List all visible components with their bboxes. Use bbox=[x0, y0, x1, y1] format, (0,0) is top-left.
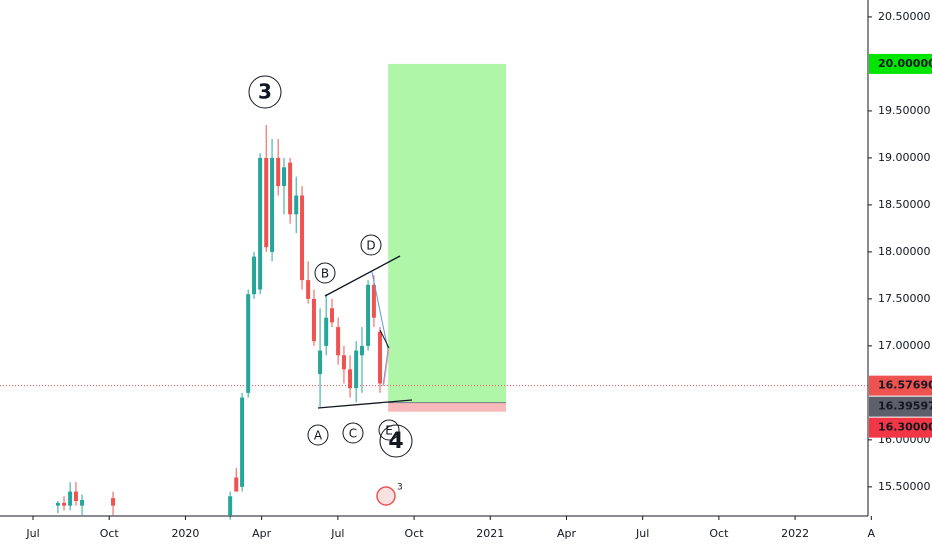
candle-body bbox=[80, 500, 85, 506]
drawing-line bbox=[324, 255, 401, 297]
x-tick-label: Jul bbox=[25, 527, 39, 540]
candle-body bbox=[341, 355, 346, 370]
candle-body bbox=[55, 502, 60, 506]
x-tick-label: 2022 bbox=[781, 527, 809, 540]
candle-body bbox=[276, 157, 281, 187]
loss-zone bbox=[388, 402, 507, 412]
candle-body bbox=[111, 498, 116, 506]
candle-body bbox=[288, 162, 293, 215]
candle-body bbox=[366, 284, 371, 346]
candle-body bbox=[306, 280, 311, 299]
candle-body bbox=[354, 350, 359, 389]
price-label: 16.57690 bbox=[878, 379, 932, 392]
candle-body bbox=[73, 491, 78, 501]
annotation-label: A bbox=[314, 429, 323, 443]
candle-body bbox=[330, 308, 335, 323]
candle-body bbox=[294, 195, 299, 215]
y-tick-label: 20.50000 bbox=[878, 10, 931, 23]
drawing-line bbox=[383, 347, 390, 385]
annotation-label: C bbox=[349, 427, 357, 441]
annotation-circle bbox=[378, 419, 400, 441]
candle-body bbox=[300, 195, 305, 281]
candle-body bbox=[252, 256, 257, 295]
annotation-label: B bbox=[321, 267, 329, 281]
drawing-line bbox=[379, 329, 390, 349]
candle-body bbox=[270, 157, 275, 252]
y-tick-label: 19.50000 bbox=[878, 104, 931, 117]
annotation-circle bbox=[314, 262, 336, 284]
y-tick-label: 17.00000 bbox=[878, 339, 931, 352]
annotation-label: 4 bbox=[388, 429, 403, 454]
annotation-circle bbox=[379, 424, 413, 458]
event-badge bbox=[376, 486, 396, 506]
y-tick-label: 17.50000 bbox=[878, 292, 931, 305]
price-label-box bbox=[869, 375, 932, 396]
candle-body bbox=[371, 284, 376, 318]
y-tick-label: 19.00000 bbox=[878, 151, 931, 164]
x-tick-label: 2020 bbox=[171, 527, 199, 540]
annotation-label: 3 bbox=[258, 80, 272, 104]
candle-body bbox=[246, 294, 251, 393]
price-label: 20.00000 bbox=[878, 57, 932, 70]
x-tick-label: Apr bbox=[252, 527, 272, 540]
profit-zone bbox=[388, 63, 507, 403]
price-label-box bbox=[869, 417, 932, 438]
candle-body bbox=[348, 369, 353, 389]
candle-body bbox=[324, 317, 329, 346]
candle-body bbox=[281, 167, 286, 187]
x-tick-label: Oct bbox=[709, 527, 729, 540]
drawing-line bbox=[371, 271, 389, 351]
x-tick-label: Jul bbox=[330, 527, 344, 540]
annotation-label: E bbox=[385, 424, 393, 438]
candle-body bbox=[311, 298, 316, 342]
drawing-line bbox=[382, 349, 389, 387]
drawing-line bbox=[317, 399, 413, 409]
x-tick-label: Oct bbox=[405, 527, 425, 540]
x-tick-label: Apr bbox=[557, 527, 577, 540]
price-label: 16.39597 bbox=[878, 400, 932, 413]
candle-body bbox=[378, 331, 383, 384]
annotation-circle bbox=[360, 234, 382, 256]
candle-body bbox=[258, 157, 263, 290]
price-label-box bbox=[869, 53, 932, 74]
candle-body bbox=[234, 477, 239, 492]
y-tick-label: 18.50000 bbox=[878, 198, 931, 211]
annotation-circle bbox=[248, 75, 282, 109]
candle-body bbox=[228, 496, 233, 516]
price-label: 16.30000 bbox=[878, 421, 932, 434]
annotation-circle bbox=[342, 422, 364, 444]
annotation-label: D bbox=[366, 239, 375, 253]
x-tick-label: 2021 bbox=[476, 527, 504, 540]
x-tick-label: Jul bbox=[635, 527, 649, 540]
x-tick-label: A bbox=[868, 527, 876, 540]
event-badge-count: 3 bbox=[397, 483, 403, 493]
candle-body bbox=[264, 157, 269, 248]
y-tick-label: 15.50000 bbox=[878, 480, 931, 493]
price-label-box bbox=[869, 396, 932, 417]
candle-body bbox=[240, 397, 245, 487]
x-tick-label: Oct bbox=[100, 527, 120, 540]
candle-body bbox=[68, 491, 73, 506]
candle-body bbox=[359, 345, 364, 356]
annotation-circle bbox=[307, 424, 329, 446]
candle-body bbox=[318, 350, 323, 375]
candle-body bbox=[336, 327, 341, 356]
y-tick-label: 18.00000 bbox=[878, 245, 931, 258]
candle-body bbox=[62, 502, 67, 506]
